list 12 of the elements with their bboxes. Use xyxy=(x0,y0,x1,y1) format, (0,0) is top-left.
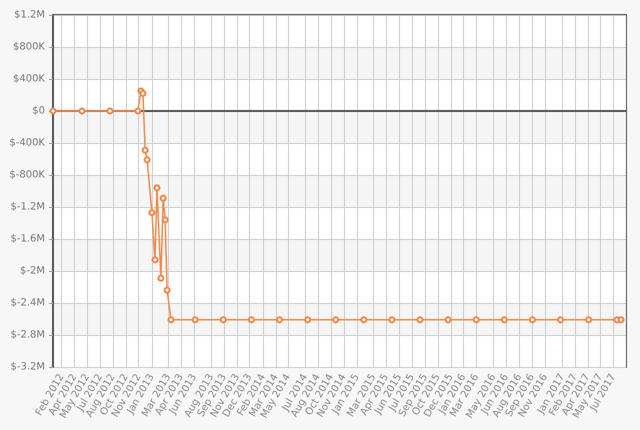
y-tick-label: $-400K xyxy=(9,138,46,148)
y-tick-label: $1.2M xyxy=(14,10,45,20)
y-tick-label: $-1.2M xyxy=(10,202,45,212)
y-tick-label: $-3.2M xyxy=(10,362,45,372)
y-tick-label: $400K xyxy=(12,74,46,84)
y-tick-label: $-2M xyxy=(20,266,45,276)
y-tick-label: $-1.6M xyxy=(10,234,45,244)
y-tick-label: $-2.8M xyxy=(10,330,45,340)
y-tick-label: $0 xyxy=(32,106,45,116)
y-tick-label: $-800K xyxy=(9,170,46,180)
y-tick-label: $800K xyxy=(12,42,46,52)
y-tick-label: $-2.4M xyxy=(10,298,45,308)
